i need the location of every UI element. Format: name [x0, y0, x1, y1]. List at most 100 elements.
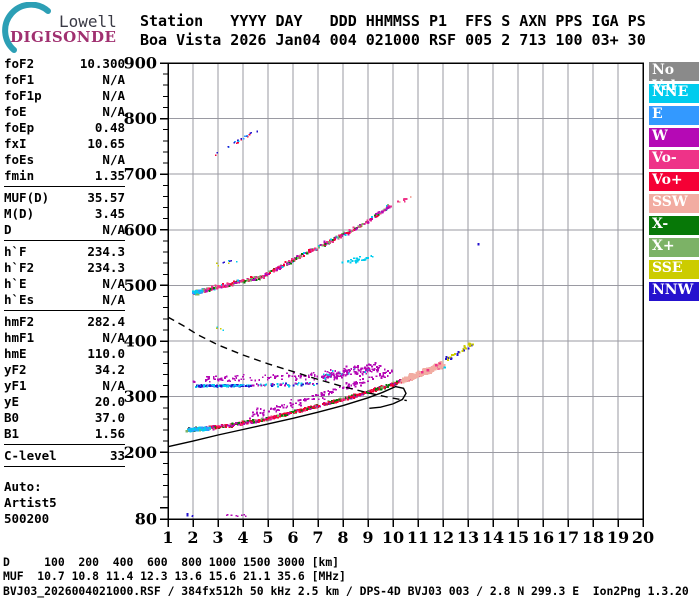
parameter-row: h`F 234.3 [4, 244, 125, 260]
y-axis-tick-label: 700 [124, 165, 157, 184]
x-axis-tick-label: 10 [382, 528, 404, 547]
parameter-value: 234.3 [87, 260, 125, 275]
parameter-value: 234.3 [87, 244, 125, 259]
x-axis-tick-label: 9 [362, 528, 373, 547]
parameter-value: N/A [102, 222, 125, 237]
parameter-label: h`F [4, 244, 27, 259]
separator-line [4, 186, 125, 187]
parameter-value: N/A [102, 330, 125, 345]
header-line-1: Station YYYY DAY DDD HHMMSS P1 FFS S AXN… [140, 12, 646, 30]
parameter-label: hmF2 [4, 314, 35, 329]
parameter-value: N/A [102, 378, 125, 393]
trace-second-hop-start-cyan [191, 287, 205, 296]
parameter-row: foEs N/A [4, 152, 125, 168]
parameter-value: 37.0 [94, 410, 125, 425]
x-axis-tick-label: 3 [212, 528, 223, 547]
x-axis-tick-label: 6 [287, 528, 298, 547]
separator-line [4, 466, 125, 467]
parameter-label: foF1 [4, 72, 35, 87]
parameter-value: 1.35 [94, 168, 125, 183]
parameter-label: D [4, 222, 12, 237]
trace-isolated-navy-dot [477, 243, 480, 246]
logo-digisonde-text: DIGISONDE [10, 28, 117, 46]
autoscaling-info-line: 500200 [4, 511, 50, 526]
parameter-label: fmin [4, 168, 35, 183]
parameter-row: MUF(D) 35.57 [4, 190, 125, 206]
parameter-row: yE 20.0 [4, 394, 125, 410]
parameter-row: fmin 1.35 [4, 168, 125, 184]
y-axis-tick-label: 900 [124, 54, 157, 73]
trace-e-region-tick [186, 513, 189, 517]
parameter-value: N/A [102, 104, 125, 119]
parameter-label: foE [4, 104, 27, 119]
logo-arc-icon [2, 1, 51, 53]
curve-transmission-curve [167, 316, 407, 402]
parameter-panel: foF2 10.300 foF1 N/A foF1p N/A foE N/A foEp 0.48 f… [4, 56, 125, 527]
parameter-label: h`Es [4, 292, 35, 307]
parameter-row: h`Es N/A [4, 292, 125, 308]
parameter-row: fxI 10.65 [4, 136, 125, 152]
header-line-2: Boa Vista 2026 Jan04 004 021000 RSF 005 … [140, 31, 646, 49]
parameter-row: B0 37.0 [4, 410, 125, 426]
y-axis-tick-label: 300 [124, 387, 157, 406]
x-axis-tick-label: 16 [532, 528, 554, 547]
parameter-value: 1.56 [94, 426, 125, 441]
trace-magenta-above-main [249, 368, 393, 420]
x-axis-tick-label: 15 [507, 528, 529, 547]
plot-border [167, 62, 644, 520]
y-axis-tick-label: 600 [124, 220, 157, 239]
parameter-value: N/A [102, 88, 125, 103]
parameter-label: B0 [4, 410, 20, 425]
trace-band-320-left-magenta [192, 380, 196, 383]
parameter-row: hmF2 282.4 [4, 314, 125, 330]
x-axis-tick-label: 17 [557, 528, 579, 547]
trace-e-region-magenta [225, 513, 247, 518]
parameter-row: D N/A [4, 222, 125, 238]
x-axis-tick-label: 12 [432, 528, 454, 547]
distance-row: D 100 200 400 600 800 1000 1500 3000 [km… [3, 555, 340, 569]
parameter-row: foF1 N/A [4, 72, 125, 88]
parameter-label: foF2 [4, 56, 35, 71]
parameter-row: foE N/A [4, 104, 125, 120]
status-line: BVJ03_2026004021000.RSF / 384fx512h 50 k… [3, 584, 689, 598]
parameter-label: foEp [4, 120, 35, 135]
parameter-value: 34.2 [94, 362, 125, 377]
parameter-row: hmF1 N/A [4, 330, 125, 346]
parameter-value: 35.57 [87, 190, 125, 205]
muf-row: MUF 10.7 10.8 11.4 12.3 13.6 15.6 21.1 3… [3, 569, 346, 583]
trace-band-320-ext [251, 381, 318, 388]
parameter-row: yF1 N/A [4, 378, 125, 394]
x-axis-tick-label: 14 [482, 528, 504, 547]
parameter-row: foF2 10.300 [4, 56, 125, 72]
legend-item-x+: X+ [649, 238, 699, 257]
trace-pink-above-second-end [397, 196, 412, 203]
parameter-label: M(D) [4, 206, 35, 221]
parameter-value: 20.0 [94, 394, 125, 409]
trace-magenta-cloud [320, 362, 382, 381]
trace-e-region-dot [191, 515, 194, 518]
x-axis-tick-label: 13 [457, 528, 479, 547]
lowell-digisonde-logo: Lowell DIGISONDE [2, 1, 132, 54]
parameter-value: 0.48 [94, 120, 125, 135]
parameter-label: B1 [4, 426, 20, 441]
y-axis-tick-label: 400 [124, 332, 157, 351]
parameter-value: 282.4 [87, 314, 125, 329]
station-header: Station YYYY DAY DDD HHMMSS P1 FFS S AXN… [140, 12, 646, 50]
y-axis-tick-label: 80 [135, 510, 157, 529]
parameter-row: h`F2 234.3 [4, 260, 125, 276]
legend-item-no-val: No Val [649, 62, 699, 94]
y-axis-tick-label: 200 [124, 443, 157, 462]
parameter-label: yF1 [4, 378, 27, 393]
x-axis-tick-label: 1 [162, 528, 173, 547]
legend-item-sse: SSE [649, 260, 699, 279]
parameter-label: h`E [4, 276, 27, 291]
legend-item-w: W [649, 128, 699, 147]
legend-item-nne: NNE [649, 84, 699, 103]
legend-item-ssw: SSW [649, 194, 699, 213]
parameter-label: foEs [4, 152, 35, 167]
parameter-row: foEp 0.48 [4, 120, 125, 136]
trace-cyan-dot-tail [443, 366, 446, 369]
y-axis-tick-label: 500 [124, 276, 157, 295]
x-axis-tick-label: 18 [582, 528, 604, 547]
